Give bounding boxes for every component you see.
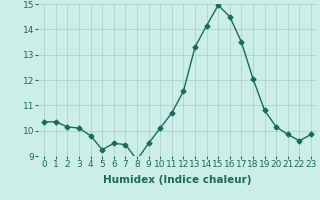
X-axis label: Humidex (Indice chaleur): Humidex (Indice chaleur) [103, 175, 252, 185]
